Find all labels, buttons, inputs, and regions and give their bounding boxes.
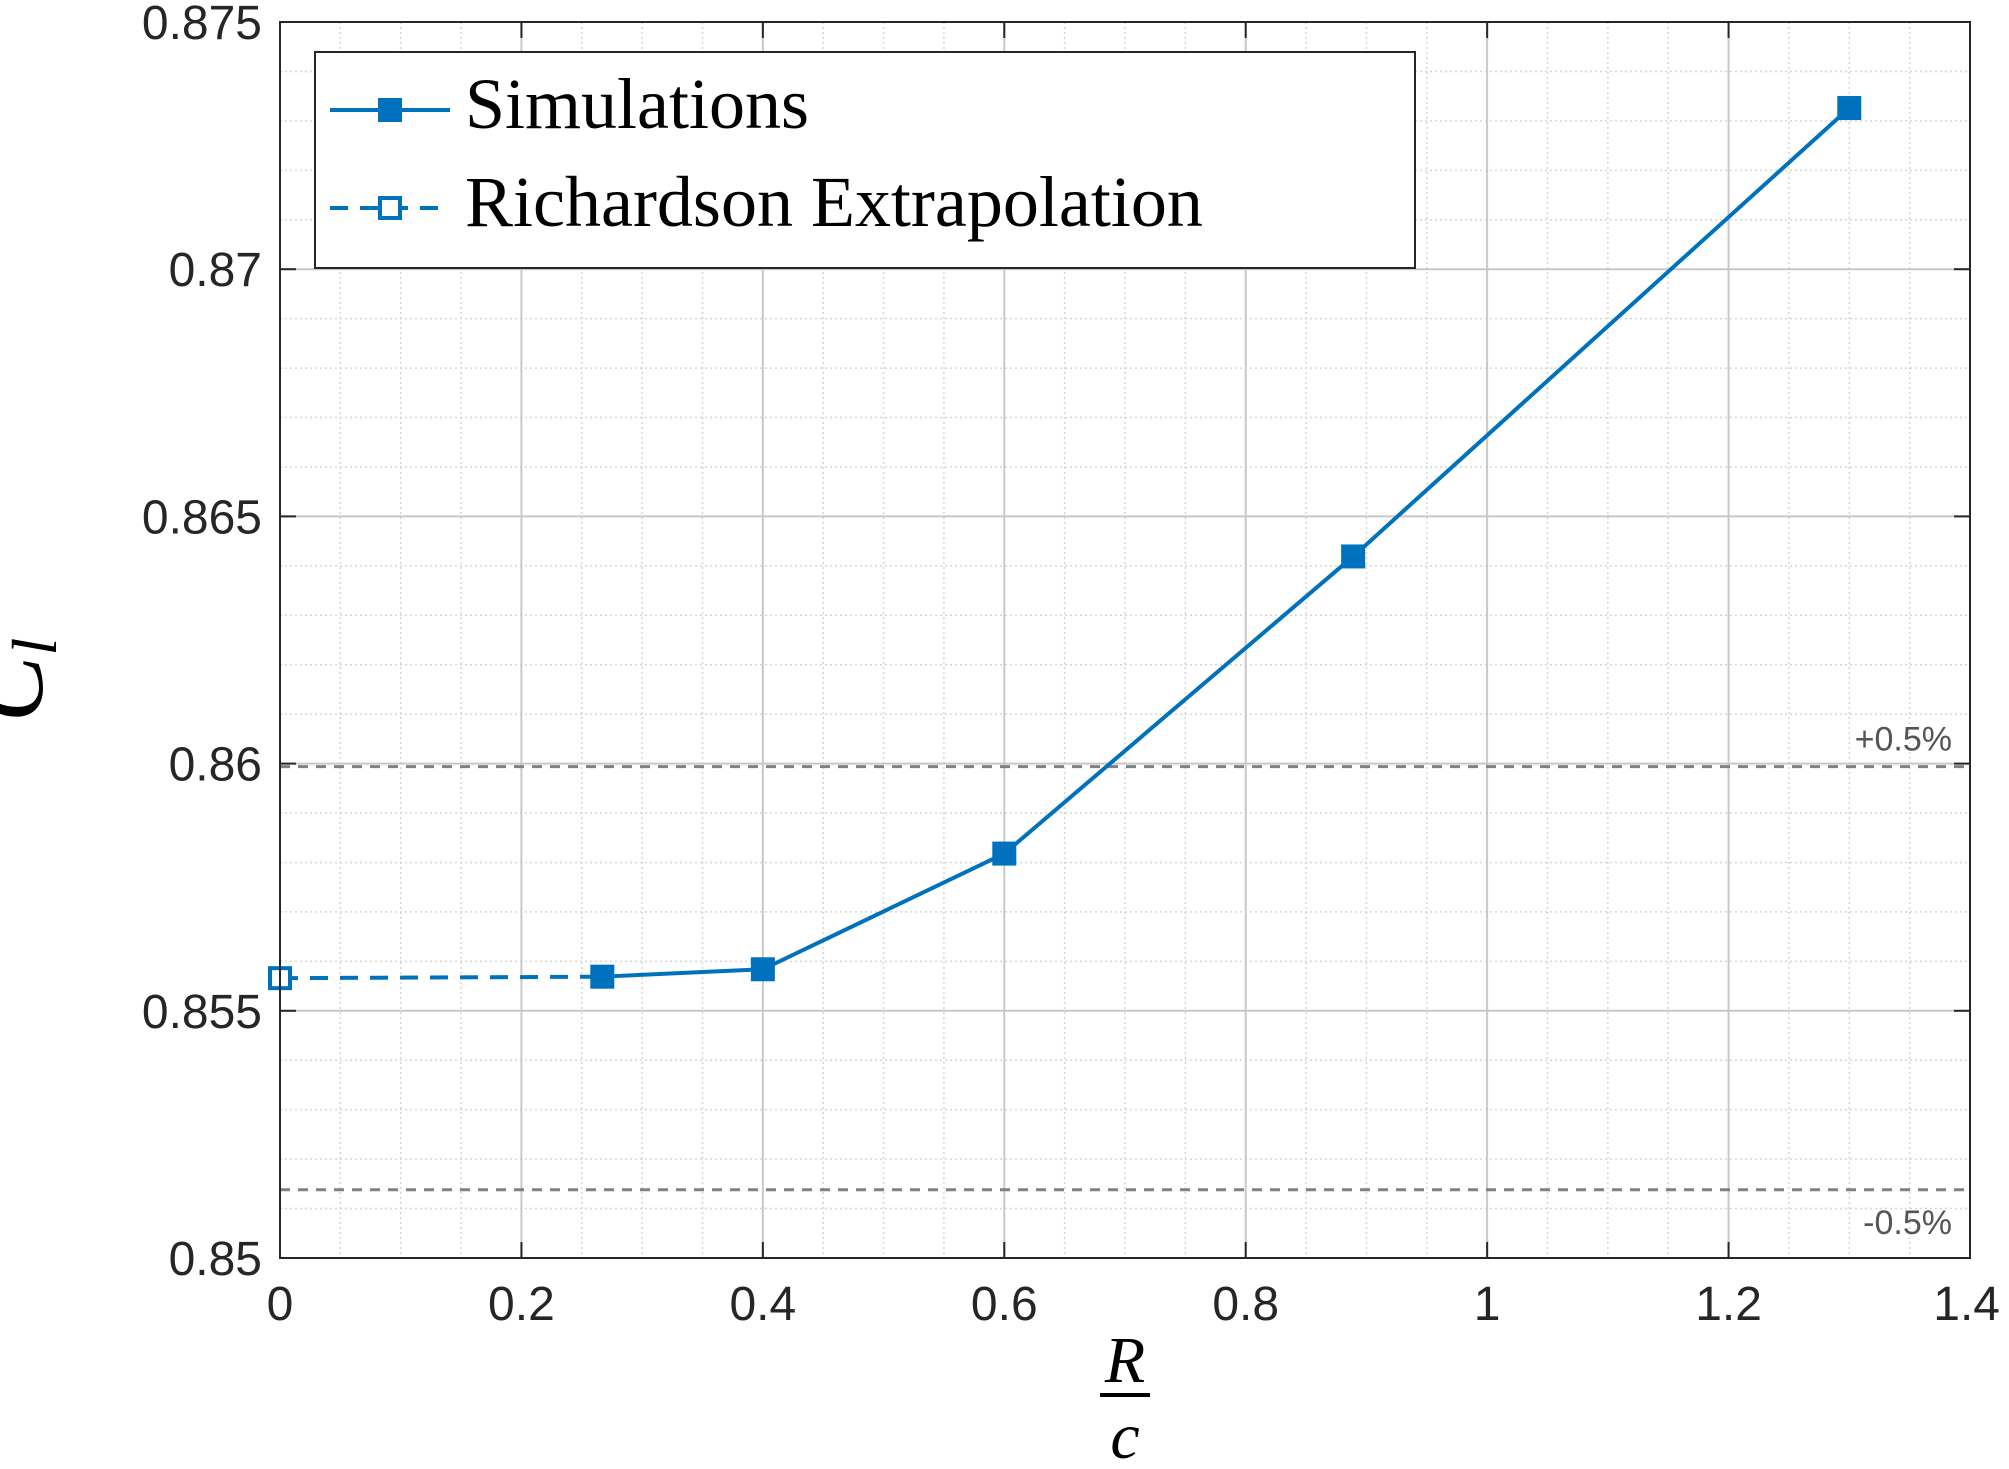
- reference-line-label: +0.5%: [1855, 721, 1952, 759]
- y-tick-label: 0.87: [169, 244, 262, 297]
- axis-ticks: [279, 21, 1971, 1259]
- y-tick-label: 0.865: [142, 491, 262, 544]
- x-tick-label: 0.6: [971, 1278, 1038, 1331]
- legend-marker-richardson: [378, 196, 402, 220]
- legend-entry-simulations: Simulations: [330, 64, 809, 144]
- data-point: [1341, 544, 1366, 569]
- legend-entry-richardson: Richardson Extrapolation: [330, 162, 1203, 242]
- x-tick-label: 1: [1474, 1278, 1501, 1331]
- x-tick-label: 0: [267, 1278, 294, 1331]
- legend-box: [314, 51, 1416, 269]
- y-tick-label: 0.855: [142, 986, 262, 1039]
- x-tick-label: 0.2: [488, 1278, 555, 1331]
- reference-lines: +0.5% -0.5%: [280, 721, 1970, 1242]
- data-point: [992, 841, 1017, 866]
- legend-label-richardson: Richardson Extrapolation: [465, 162, 1203, 242]
- reference-line-label: -0.5%: [1863, 1204, 1952, 1242]
- y-tick-label: 0.875: [142, 0, 262, 50]
- y-axis-title-base: C: [0, 654, 64, 722]
- series-line: [279, 974, 603, 981]
- y-tick-labels: 0.85 0.855 0.86 0.865 0.87 0.875: [142, 0, 262, 1286]
- y-tick-label: 0.86: [169, 739, 262, 792]
- x-tick-label: 1.4: [1933, 1278, 2000, 1331]
- x-tick-labels: 0 0.2 0.4 0.6 0.8 1 1.2 1.4: [267, 1278, 2000, 1331]
- x-tick-label: 1.2: [1695, 1278, 1762, 1331]
- y-axis-title: Cl: [0, 638, 70, 722]
- legend-marker-simulations: [378, 98, 402, 122]
- data-point: [1837, 96, 1862, 121]
- x-tick-label: 0.8: [1212, 1278, 1279, 1331]
- y-tick-label: 0.85: [169, 1233, 262, 1286]
- plot-frame: [279, 21, 1971, 1259]
- x-axis-title-denominator: c: [1110, 1400, 1139, 1469]
- data-point: [590, 964, 615, 989]
- legend: Simulations Richardson Extrapolation: [314, 51, 1416, 269]
- x-tick-label: 0.4: [729, 1278, 796, 1331]
- y-axis-title-subscript: l: [0, 638, 70, 656]
- legend-label-simulations: Simulations: [465, 64, 809, 144]
- data-point: [750, 957, 775, 982]
- x-axis-title-numerator: R: [1104, 1324, 1145, 1397]
- x-axis-title: R c: [1100, 1324, 1150, 1469]
